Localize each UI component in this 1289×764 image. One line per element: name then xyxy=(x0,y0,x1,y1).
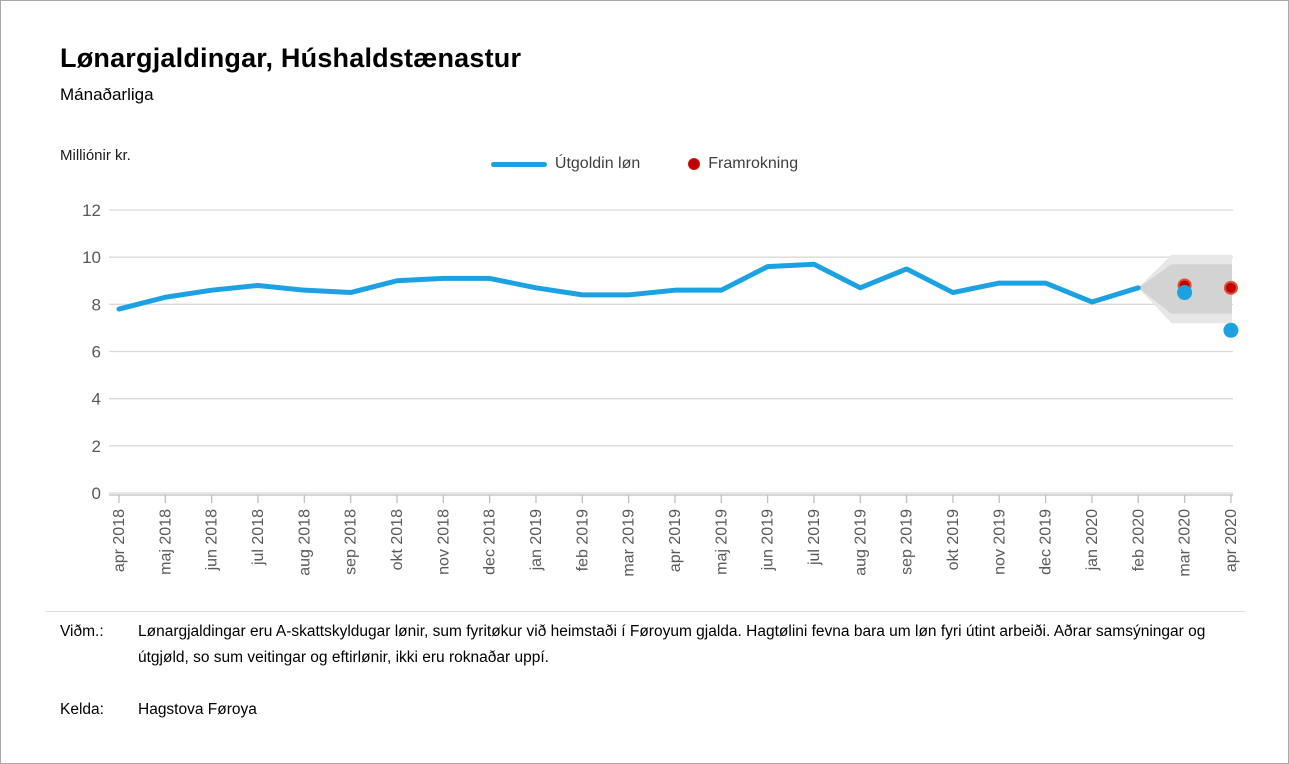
y-tick-label: 0 xyxy=(92,484,101,503)
note-text: Lønargjaldingar eru A-skattskyldugar løn… xyxy=(138,623,1206,666)
note-label: Viðm.: xyxy=(60,623,104,640)
x-tick-label: maj 2018 xyxy=(157,509,174,575)
y-tick-label: 8 xyxy=(92,295,101,314)
y-tick-label: 10 xyxy=(82,248,101,267)
x-tick-label: aug 2019 xyxy=(852,509,869,576)
y-axis-unit-label: Milliónir kr. xyxy=(60,147,131,164)
x-tick-label: okt 2019 xyxy=(945,509,962,570)
x-tick-label: feb 2019 xyxy=(574,509,591,571)
y-tick-label: 12 xyxy=(82,201,101,220)
x-tick-label: nov 2019 xyxy=(991,509,1008,575)
x-tick-label: jan 2019 xyxy=(528,509,545,571)
x-tick-label: nov 2018 xyxy=(435,509,452,575)
x-tick-label: jun 2019 xyxy=(760,509,777,571)
source-text: Hagstova Føroya xyxy=(138,701,257,718)
page-title: Lønargjaldingar, Húshaldstænastur xyxy=(60,43,522,73)
legend-item-framrokning: Framrokning xyxy=(688,155,798,173)
line-swatch-icon xyxy=(490,161,547,167)
observed-dot xyxy=(1177,285,1193,301)
x-tick-label: jul 2019 xyxy=(806,509,823,566)
x-tick-label: apr 2019 xyxy=(667,509,684,572)
legend-label: Útgoldin løn xyxy=(554,155,641,172)
y-tick-label: 2 xyxy=(92,437,101,456)
page-subtitle: Mánaðarliga xyxy=(60,85,154,104)
x-tick-label: sep 2018 xyxy=(343,509,360,575)
legend-label: Framrokning xyxy=(708,155,799,172)
footer-divider xyxy=(46,611,1245,612)
chart-svg: 0 2 4 6 8 10 12 apr 2018 maj 2018 jun 2018 jul 201… xyxy=(82,201,1240,577)
y-tick-label: 4 xyxy=(92,390,101,409)
x-tick-label: apr 2020 xyxy=(1223,509,1240,572)
x-tick-label: mar 2020 xyxy=(1177,509,1194,577)
x-tick-label: dec 2019 xyxy=(1038,509,1055,575)
x-tick-label: jul 2018 xyxy=(250,509,267,566)
forecast-dot xyxy=(1223,280,1238,295)
x-tick-label: maj 2019 xyxy=(713,509,730,575)
dot-swatch-icon xyxy=(688,158,701,170)
x-tick-label: jan 2020 xyxy=(1084,509,1101,571)
observed-dot xyxy=(1223,322,1239,338)
footer: Viðm.: Lønargjaldingar eru A-skattskyldu… xyxy=(60,619,1245,723)
x-tick-label: apr 2018 xyxy=(111,509,128,572)
x-tick-label: sep 2019 xyxy=(899,509,916,575)
legend-item-utgoldin-lon: Útgoldin løn xyxy=(490,155,641,173)
chart-legend: Útgoldin løn Framrokning xyxy=(1,152,1288,176)
x-tick-label: okt 2018 xyxy=(389,509,406,570)
y-tick-label: 6 xyxy=(92,343,101,362)
series-line-utgoldin-lon xyxy=(116,261,1141,312)
source-label: Kelda: xyxy=(60,701,104,718)
x-tick-label: dec 2018 xyxy=(482,509,499,575)
x-tick-label: aug 2018 xyxy=(296,509,313,576)
x-tick-label: jun 2018 xyxy=(204,509,221,571)
x-tick-label: mar 2019 xyxy=(621,509,638,577)
x-tick-label: feb 2020 xyxy=(1130,509,1147,571)
